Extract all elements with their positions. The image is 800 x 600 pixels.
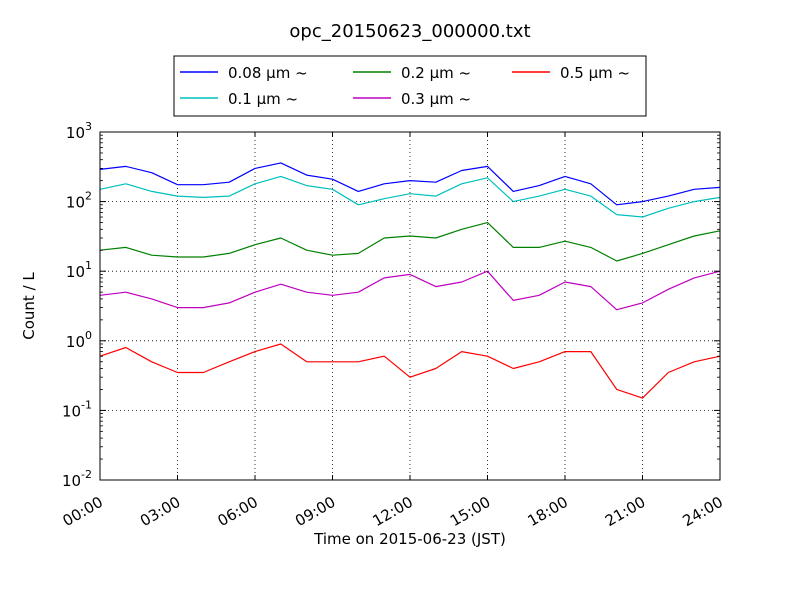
- y-tick-base: 10: [66, 194, 85, 212]
- chart-title: opc_20150623_000000.txt: [289, 21, 530, 42]
- x-axis-label: Time on 2015-06-23 (JST): [313, 530, 506, 548]
- y-tick-exponent: 2: [85, 190, 92, 203]
- y-axis-label: Count / L: [20, 272, 38, 340]
- y-tick-label: 10-2: [62, 468, 92, 490]
- series-line: [99, 175, 721, 218]
- series-line: [99, 270, 721, 311]
- ticks: [99, 131, 721, 481]
- series-lines: [99, 162, 721, 399]
- series-line: [99, 222, 721, 262]
- legend-frame: [173, 55, 647, 117]
- y-tick-label: 102: [66, 190, 92, 212]
- legend-label: 0.5 μm ~: [560, 64, 630, 82]
- series-line: [99, 343, 721, 399]
- series-line: [99, 162, 721, 206]
- y-tick-exponent: -1: [81, 398, 92, 411]
- y-tick-label: 100: [66, 329, 92, 351]
- legend-label: 0.3 μm ~: [401, 90, 471, 108]
- legend-label: 0.1 μm ~: [228, 90, 298, 108]
- legend-label: 0.08 μm ~: [228, 64, 308, 82]
- y-tick-label: 103: [66, 120, 92, 142]
- y-tick-exponent: -2: [81, 468, 92, 481]
- y-tick-exponent: 1: [85, 259, 92, 272]
- legend-label: 0.2 μm ~: [401, 64, 471, 82]
- y-tick-label: 10-1: [62, 398, 92, 420]
- grid: [100, 132, 720, 480]
- y-tick-exponent: 3: [85, 120, 92, 133]
- y-tick-exponent: 0: [85, 329, 92, 342]
- legend-entries: 0.08 μm ~ 0.1 μm ~ 0.2 μm ~ 0.3 μm ~ 0.5 μm …: [180, 64, 630, 108]
- y-tick-base: 10: [66, 263, 85, 281]
- y-tick-label: 101: [66, 259, 92, 281]
- y-tick-base: 10: [62, 402, 81, 420]
- legend: 0.08 μm ~ 0.1 μm ~ 0.2 μm ~ 0.3 μm ~ 0.5 μm …: [173, 55, 647, 117]
- y-tick-base: 10: [66, 124, 85, 142]
- y-tick-base: 10: [62, 472, 81, 490]
- y-tick-base: 10: [66, 333, 85, 351]
